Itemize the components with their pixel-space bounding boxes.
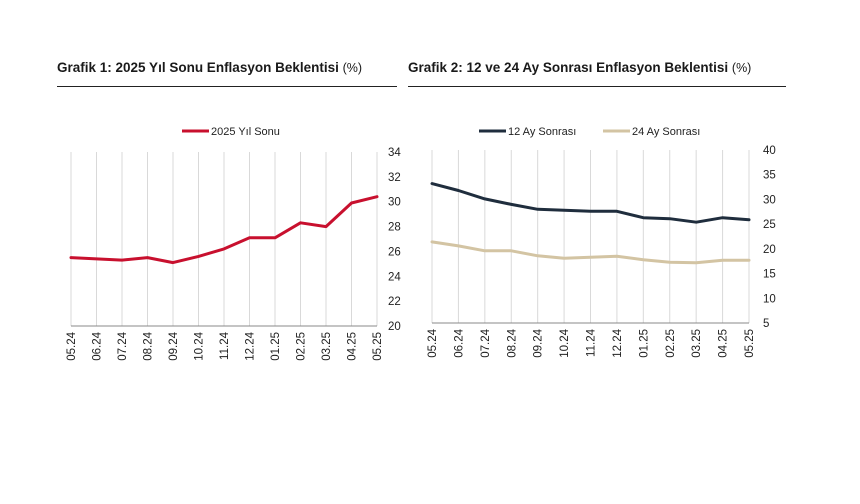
chart1-x-tick-label: 08.24 [143,331,155,360]
chart1-x-tick-label: 12.24 [245,331,257,360]
chart2-title-unit: (%) [731,61,752,75]
chart1-title-text: Grafik 1: 2025 Yıl Sonu Enflasyon Beklen… [57,60,339,75]
chart2-legend-label-2: 24 Ay Sonrası [632,126,700,138]
chart1-x-tick-label: 07.24 [117,331,129,360]
chart1-y-tick-label: 32 [388,172,401,184]
chart2-legend-label-1: 12 Ay Sonrası [508,126,576,138]
chart1-y-tick-label: 20 [388,321,401,333]
chart1-x-tick-label: 03.25 [321,332,333,361]
chart2-y-tick-label: 25 [763,219,776,231]
chart1-x-tick-label: 09.24 [168,331,180,360]
chart2-title: Grafik 2: 12 ve 24 Ay Sonrası Enflasyon … [408,60,751,75]
chart2-x-tick-label: 03.25 [691,329,703,358]
chart1-rule [57,86,397,87]
chart2-x-tick-label: 06.24 [453,328,465,357]
chart1-x-tick-label: 04.25 [347,332,359,361]
chart1-x-tick-label: 10.24 [194,331,206,360]
chart2-series-line-1 [430,182,751,224]
chart2-rule [408,86,786,87]
chart2-x-tick-label: 02.25 [665,329,677,358]
chart2-y-tick-label: 40 [763,145,776,157]
chart2-y-tick-label: 5 [763,318,769,330]
chart1-x-tick-label: 05.25 [372,332,384,361]
chart2-y-tick-label: 35 [763,170,776,182]
chart1-series-line-1 [69,195,379,265]
chart1-x-tick-label: 06.24 [92,331,104,360]
chart2-x-tick-label: 01.25 [638,329,650,358]
chart1-y-tick-label: 26 [388,246,401,258]
chart1-y-tick-label: 34 [388,147,401,159]
chart2-y-tick-label: 20 [763,244,776,256]
chart2-x-tick-label: 11.24 [586,328,598,357]
chart2-x-tick-label: 05.24 [427,328,439,357]
chart2-y-tick-label: 10 [763,293,776,305]
chart1-title: Grafik 1: 2025 Yıl Sonu Enflasyon Beklen… [57,60,362,75]
chart1-x-tick-label: 05.24 [66,331,78,360]
chart2-x-tick-label: 12.24 [612,328,624,357]
chart2-x-tick-label: 05.25 [744,329,756,358]
chart2-x-tick-label: 08.24 [506,328,518,357]
chart1-y-tick-label: 22 [388,296,401,308]
chart1-title-unit: (%) [342,61,363,75]
chart1-y-tick-label: 28 [388,222,401,234]
chart2-series-line-2 [430,240,751,265]
chart1-x-tick-label: 02.25 [296,332,308,361]
chart1-y-tick-label: 24 [388,271,401,283]
chart2-title-text: Grafik 2: 12 ve 24 Ay Sonrası Enflasyon … [408,60,729,75]
chart2-x-tick-label: 10.24 [559,328,571,357]
chart2-y-tick-label: 30 [763,194,776,206]
chart1-x-tick-label: 11.24 [219,331,231,360]
chart2-y-tick-label: 15 [763,269,776,281]
chart1-x-tick-label: 01.25 [270,332,282,361]
chart1-y-tick-label: 30 [388,197,401,209]
chart1-legend-label-1: 2025 Yıl Sonu [211,126,280,138]
chart2-x-tick-label: 07.24 [480,328,492,357]
chart2-x-tick-label: 04.25 [718,329,730,358]
chart2-x-tick-label: 09.24 [533,328,545,357]
